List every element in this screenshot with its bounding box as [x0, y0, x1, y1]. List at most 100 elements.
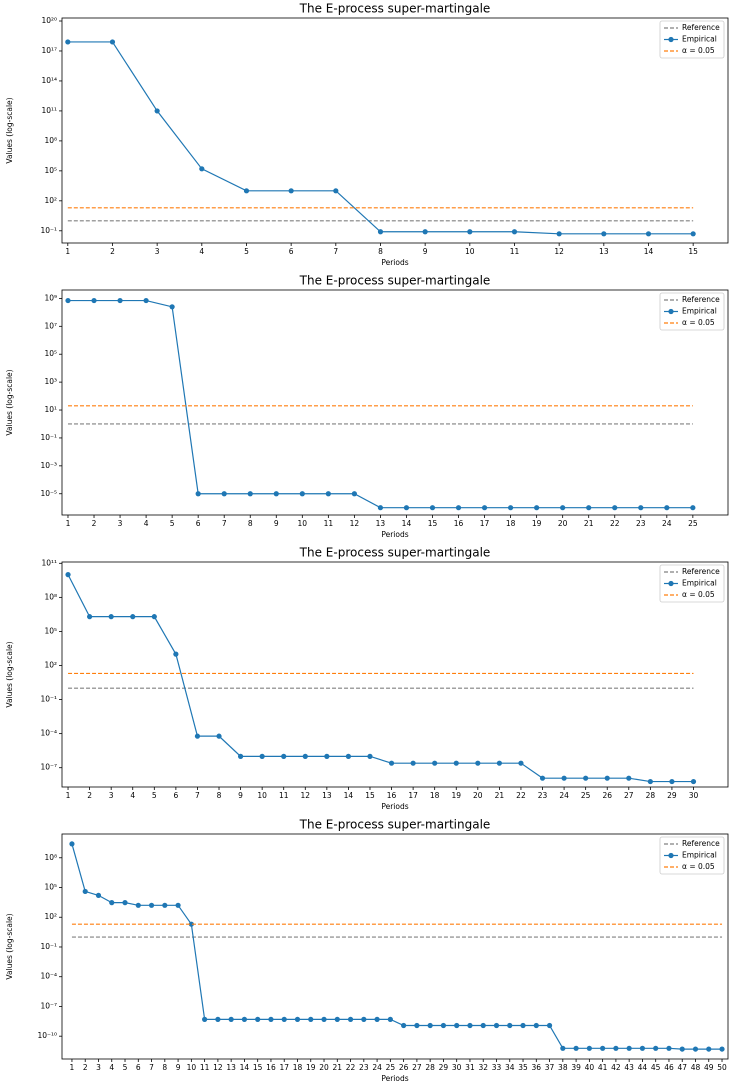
y-axis-label: Values (log-scale) — [5, 369, 14, 435]
legend-label: α = 0.05 — [682, 318, 715, 327]
y-tick-label: 10⁸ — [44, 853, 57, 862]
data-point — [626, 1045, 632, 1051]
x-tick-label: 5 — [244, 247, 249, 256]
x-tick-label: 5 — [152, 791, 157, 800]
legend-label: α = 0.05 — [682, 862, 715, 871]
data-point — [82, 888, 88, 895]
x-tick-label: 14 — [644, 247, 654, 256]
x-tick-label: 11 — [510, 247, 520, 256]
x-axis-label: Periods — [381, 1074, 408, 1083]
legend-label: Empirical — [682, 307, 717, 316]
x-tick-label: 9 — [176, 1063, 181, 1072]
y-tick-label: 10² — [44, 912, 57, 921]
legend-label: Empirical — [682, 579, 717, 588]
data-point — [669, 778, 675, 785]
x-tick-label: 8 — [248, 519, 253, 528]
x-tick-label: 4 — [144, 519, 149, 528]
x-tick-label: 47 — [677, 1063, 687, 1072]
data-point — [374, 1016, 380, 1022]
data-point — [334, 1016, 340, 1022]
chart-title: The E-process super-martingale — [299, 274, 491, 288]
chart-title: The E-process super-martingale — [299, 818, 491, 832]
data-point — [361, 1016, 367, 1022]
series-line — [71, 843, 723, 1050]
x-tick-label: 6 — [289, 247, 294, 256]
data-point — [481, 505, 488, 511]
x-tick-label: 17 — [408, 791, 418, 800]
y-axis-label: Values (log-scale) — [5, 641, 14, 707]
data-point — [308, 1016, 314, 1022]
x-tick-label: 10 — [257, 791, 267, 800]
y-tick-label: 10⁵ — [44, 883, 57, 892]
data-point — [377, 229, 384, 235]
chart-title: The E-process super-martingale — [299, 546, 491, 560]
x-tick-label: 20 — [558, 519, 568, 528]
x-tick-label: 15 — [253, 1063, 263, 1072]
x-tick-label: 11 — [200, 1063, 210, 1072]
series-line — [67, 299, 693, 509]
legend-label: Empirical — [682, 35, 717, 44]
data-point — [333, 188, 339, 194]
x-tick-label: 2 — [92, 519, 97, 528]
x-tick-label: 32 — [478, 1063, 488, 1072]
x-tick-label: 20 — [473, 791, 483, 800]
x-tick-label: 13 — [599, 247, 609, 256]
x-tick-label: 41 — [598, 1063, 608, 1072]
data-point — [169, 304, 175, 310]
subplot: The E-process super-martingale Periods Val… — [5, 546, 729, 811]
data-point — [299, 491, 305, 497]
data-point — [69, 841, 75, 847]
series-line — [67, 574, 694, 783]
data-point — [403, 505, 410, 511]
legend-marker — [668, 36, 674, 43]
x-tick-label: 17 — [279, 1063, 289, 1072]
subplot: The E-process super-martingale Periods Val… — [5, 818, 729, 1083]
y-tick-label: 10² — [44, 196, 57, 205]
chart-title: The E-process super-martingale — [299, 2, 491, 16]
data-point — [422, 229, 428, 235]
data-point — [148, 902, 155, 908]
data-point — [324, 753, 330, 759]
x-tick-label: 19 — [532, 519, 542, 528]
data-point — [199, 166, 205, 172]
data-point — [294, 1016, 301, 1022]
plot-frame — [61, 561, 729, 788]
data-point — [600, 1045, 606, 1051]
x-tick-label: 1 — [70, 1063, 75, 1072]
data-point — [604, 775, 610, 781]
x-tick-label: 7 — [333, 247, 338, 256]
data-point — [122, 900, 128, 906]
data-point — [237, 753, 244, 759]
x-tick-label: 21 — [333, 1063, 343, 1072]
data-point — [520, 1022, 526, 1029]
x-tick-label: 14 — [344, 791, 354, 800]
data-point — [367, 753, 373, 759]
x-tick-label: 48 — [691, 1063, 701, 1072]
data-point — [666, 1045, 672, 1051]
data-point — [65, 572, 71, 578]
x-tick-label: 6 — [196, 519, 201, 528]
data-point — [612, 505, 618, 511]
series-line — [67, 41, 694, 235]
subplot: The E-process super-martingale Periods Val… — [5, 274, 729, 539]
x-tick-label: 9 — [238, 791, 243, 800]
data-point — [173, 651, 179, 657]
data-point — [719, 1046, 725, 1052]
x-tick-label: 30 — [689, 791, 699, 800]
data-point — [65, 297, 71, 304]
x-tick-label: 36 — [532, 1063, 542, 1072]
data-point — [560, 1045, 566, 1051]
y-tick-label: 10⁻⁴ — [40, 972, 57, 981]
data-point — [87, 614, 93, 620]
data-point — [154, 108, 160, 114]
x-tick-label: 7 — [195, 791, 200, 800]
x-tick-label: 25 — [581, 791, 591, 800]
data-point — [321, 1016, 327, 1022]
x-tick-label: 42 — [611, 1063, 621, 1072]
y-tick-label: 10⁵ — [44, 166, 57, 175]
x-tick-label: 22 — [516, 791, 526, 800]
y-tick-label: 10¹ — [44, 405, 57, 414]
x-tick-label: 31 — [465, 1063, 475, 1072]
x-tick-label: 23 — [538, 791, 548, 800]
